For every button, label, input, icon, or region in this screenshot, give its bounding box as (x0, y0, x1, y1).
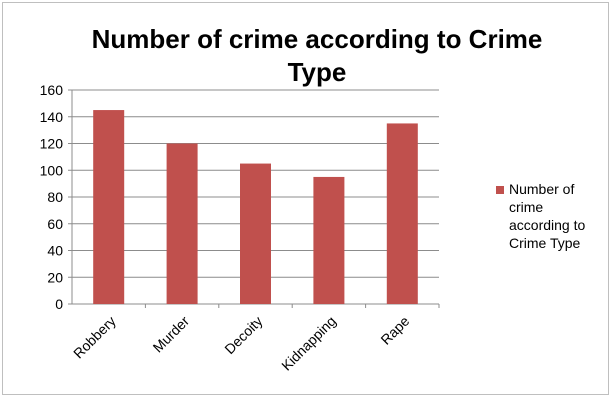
bar-murder (166, 143, 198, 304)
bar-robbery (93, 110, 125, 304)
y-tick-label: 60 (47, 216, 63, 232)
x-tick-label: Kidnapping (278, 313, 339, 374)
y-tick-label: 120 (40, 136, 64, 152)
legend-label-line-1: Number of (509, 181, 574, 197)
bars (93, 110, 418, 304)
bar-kidnapping (313, 176, 345, 304)
chart-area: Number of crime according to Crime Type … (2, 2, 609, 395)
legend: Number of crime according to Crime Type (496, 181, 585, 251)
y-tick-label: 140 (40, 109, 64, 125)
x-tick-label: Murder (150, 313, 193, 356)
y-tick-label: 80 (47, 189, 63, 205)
y-tick-label: 20 (47, 269, 63, 285)
x-tick-label: Rape (377, 313, 412, 348)
bar-chart: Number of crime according to Crime Type … (40, 24, 586, 374)
y-tick-label: 0 (55, 296, 63, 312)
y-axis-tick-labels: 0 20 40 60 80 100 120 140 160 (40, 82, 64, 312)
x-tick-label: Decoity (221, 313, 265, 357)
x-axis-tick-labels: Robbery Murder Decoity Kidnapping Rape (70, 313, 412, 374)
legend-label-line-3: according to (509, 217, 585, 233)
legend-label-line-2: crime (509, 199, 543, 215)
chart-title-line-1: Number of crime according to Crime (92, 24, 543, 54)
bar-rape (386, 123, 418, 304)
y-tick-label: 40 (47, 243, 63, 259)
legend-swatch (496, 186, 504, 194)
y-tick-label: 100 (40, 162, 64, 178)
x-tick-label: Robbery (70, 313, 119, 362)
chart-title-line-2: Type (288, 57, 347, 87)
chart-title: Number of crime according to Crime Type (92, 24, 543, 87)
legend-label-line-4: Crime Type (509, 235, 581, 251)
axes (68, 89, 440, 308)
y-tick-label: 160 (40, 82, 64, 98)
bar-decoity (240, 163, 271, 304)
